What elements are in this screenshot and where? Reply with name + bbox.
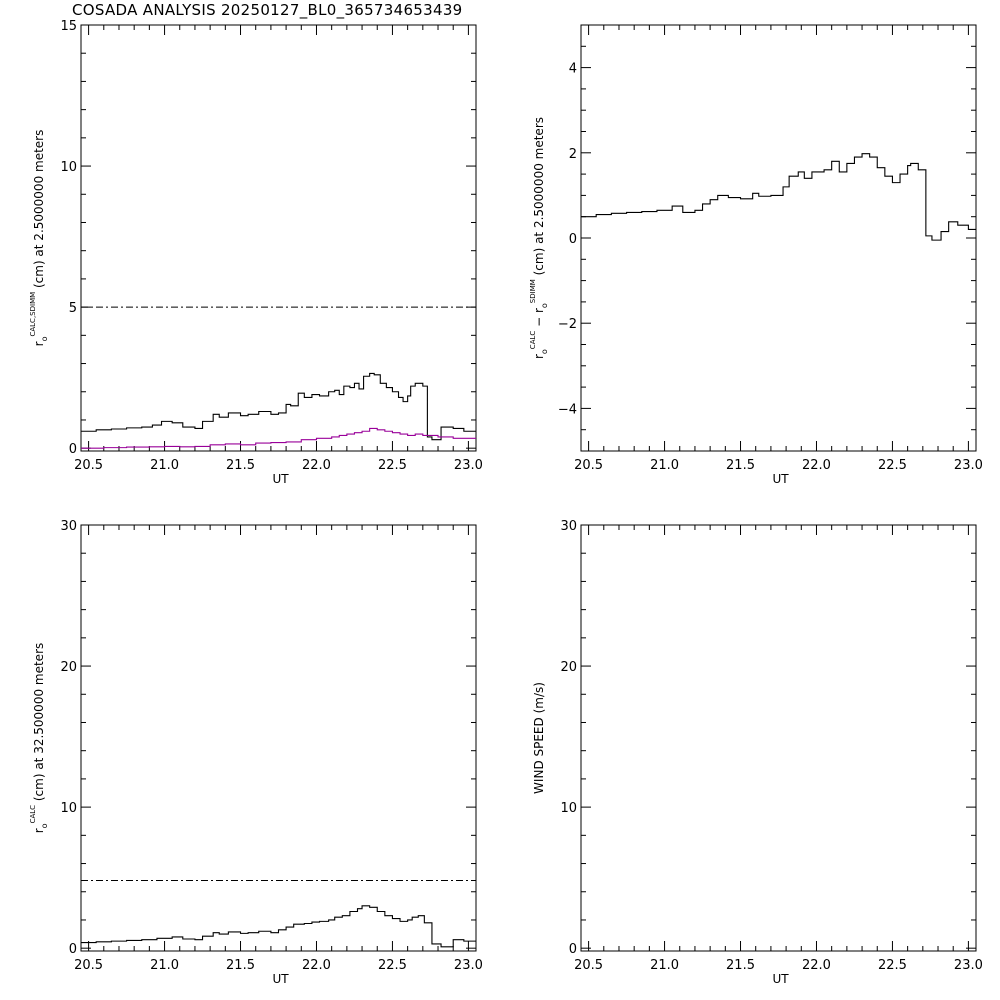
x-tick-label: 22.5 — [878, 958, 907, 973]
plot-frame — [80, 24, 477, 452]
y-axis-label: WIND SPEED (m/s) — [532, 682, 546, 794]
y-tick-label: 0 — [569, 232, 577, 247]
y-axis-label-subscript-2: o — [540, 303, 549, 308]
x-tick-label: 22.5 — [878, 458, 907, 473]
x-axis-label: UT — [272, 972, 289, 986]
x-tick-label: 20.5 — [574, 458, 603, 473]
x-tick-label: 21.0 — [150, 958, 179, 973]
y-tick-label: 20 — [60, 660, 77, 675]
x-tick-label: 21.0 — [650, 958, 679, 973]
plot-frame — [580, 524, 977, 952]
plot-panel-bottom-left: 20.5 21.0 21.5 22.0 22.5 23.0 0 10 20 30 UT roCALC … — [29, 519, 483, 986]
x-tick-label: 20.5 — [74, 458, 103, 473]
y-axis-label-rest: (cm) at 2.5000000 meters — [32, 130, 46, 292]
plot-panel-top-right: 20.5 21.0 21.5 22.0 22.5 23.0 −4 −2 0 2 4 UT roCALC … — [529, 24, 983, 486]
y-tick-label: 0 — [69, 442, 77, 457]
x-axis-label: UT — [772, 472, 789, 486]
y-axis-label: roCALC,SDIMM (cm) at 2.5000000 meters — [29, 130, 49, 347]
x-tick-label: 22.0 — [302, 958, 331, 973]
y-tick-label: 10 — [60, 801, 77, 816]
plot-frame — [580, 24, 977, 452]
y-tick-label: 20 — [560, 660, 577, 675]
y-tick-label: 4 — [569, 62, 577, 77]
series-line-0 — [81, 905, 476, 948]
x-tick-label: 23.0 — [954, 958, 983, 973]
y-axis-label-superscript: CALC — [29, 805, 37, 824]
y-tick-label: −2 — [558, 317, 577, 332]
y-tick-label: 30 — [60, 519, 77, 534]
x-axis-label: UT — [772, 972, 789, 986]
y-axis-label-subscript: o — [40, 336, 49, 341]
y-axis-label-mid: − r — [532, 308, 546, 331]
y-axis-label: roCALC (cm) at 32.500000 meters — [29, 643, 49, 834]
x-tick-label: 22.0 — [802, 958, 831, 973]
x-tick-label: 21.0 — [150, 458, 179, 473]
y-axis-label-superscript-2: SDIMM — [529, 279, 537, 303]
x-tick-label: 21.5 — [226, 958, 255, 973]
page-title: COSADA ANALYSIS 20250127_BL0_36573465343… — [72, 1, 463, 19]
x-tick-label: 22.0 — [302, 458, 331, 473]
x-tick-label: 21.5 — [726, 958, 755, 973]
x-tick-label: 21.0 — [650, 458, 679, 473]
x-tick-label: 20.5 — [574, 958, 603, 973]
x-tick-label: 23.0 — [454, 458, 483, 473]
plot-frame — [80, 524, 477, 952]
y-axis-label-rest: (cm) at 2.5000000 meters — [532, 117, 546, 279]
y-tick-label: 10 — [60, 160, 77, 175]
y-axis-label-main: r — [532, 354, 546, 359]
y-tick-label: 10 — [560, 801, 577, 816]
y-axis-label-main: WIND SPEED (m/s) — [532, 682, 546, 794]
y-tick-label: 30 — [560, 519, 577, 534]
x-tick-label: 22.0 — [802, 458, 831, 473]
y-axis-label-rest: (cm) at 32.500000 meters — [32, 643, 46, 805]
y-axis-label-subscript: o — [540, 349, 549, 354]
y-axis-label-superscript: CALC,SDIMM — [29, 292, 37, 337]
series-line-0 — [81, 372, 476, 441]
series-line-0 — [581, 153, 976, 241]
y-tick-label: 0 — [569, 942, 577, 957]
x-tick-label: 22.5 — [378, 458, 407, 473]
y-axis-label: roCALC − roSDIMM (cm) at 2.5000000 meter… — [529, 117, 549, 359]
x-tick-label: 23.0 — [954, 458, 983, 473]
y-axis-label-main: r — [32, 341, 46, 346]
y-axis-label-superscript: CALC — [529, 331, 537, 350]
plot-panel-top-left: 20.5 21.0 21.5 22.0 22.5 23.0 0 5 10 15 UT roCALC,S… — [29, 19, 483, 486]
y-tick-label: 5 — [69, 301, 77, 316]
y-tick-label: 2 — [569, 147, 577, 162]
y-axis-label-main: r — [32, 828, 46, 833]
y-tick-label: 0 — [69, 942, 77, 957]
x-tick-label: 21.5 — [226, 458, 255, 473]
x-tick-label: 21.5 — [726, 458, 755, 473]
y-tick-label: 15 — [60, 19, 77, 34]
plot-panel-bottom-right: 20.5 21.0 21.5 22.0 22.5 23.0 0 10 20 30 UT WIND SP… — [532, 519, 983, 986]
y-axis-label-subscript: o — [40, 823, 49, 828]
x-tick-label: 20.5 — [74, 958, 103, 973]
y-tick-label: −4 — [558, 402, 577, 417]
x-tick-label: 23.0 — [454, 958, 483, 973]
series-line-1 — [81, 427, 476, 449]
x-axis-label: UT — [272, 472, 289, 486]
x-tick-label: 22.5 — [378, 958, 407, 973]
